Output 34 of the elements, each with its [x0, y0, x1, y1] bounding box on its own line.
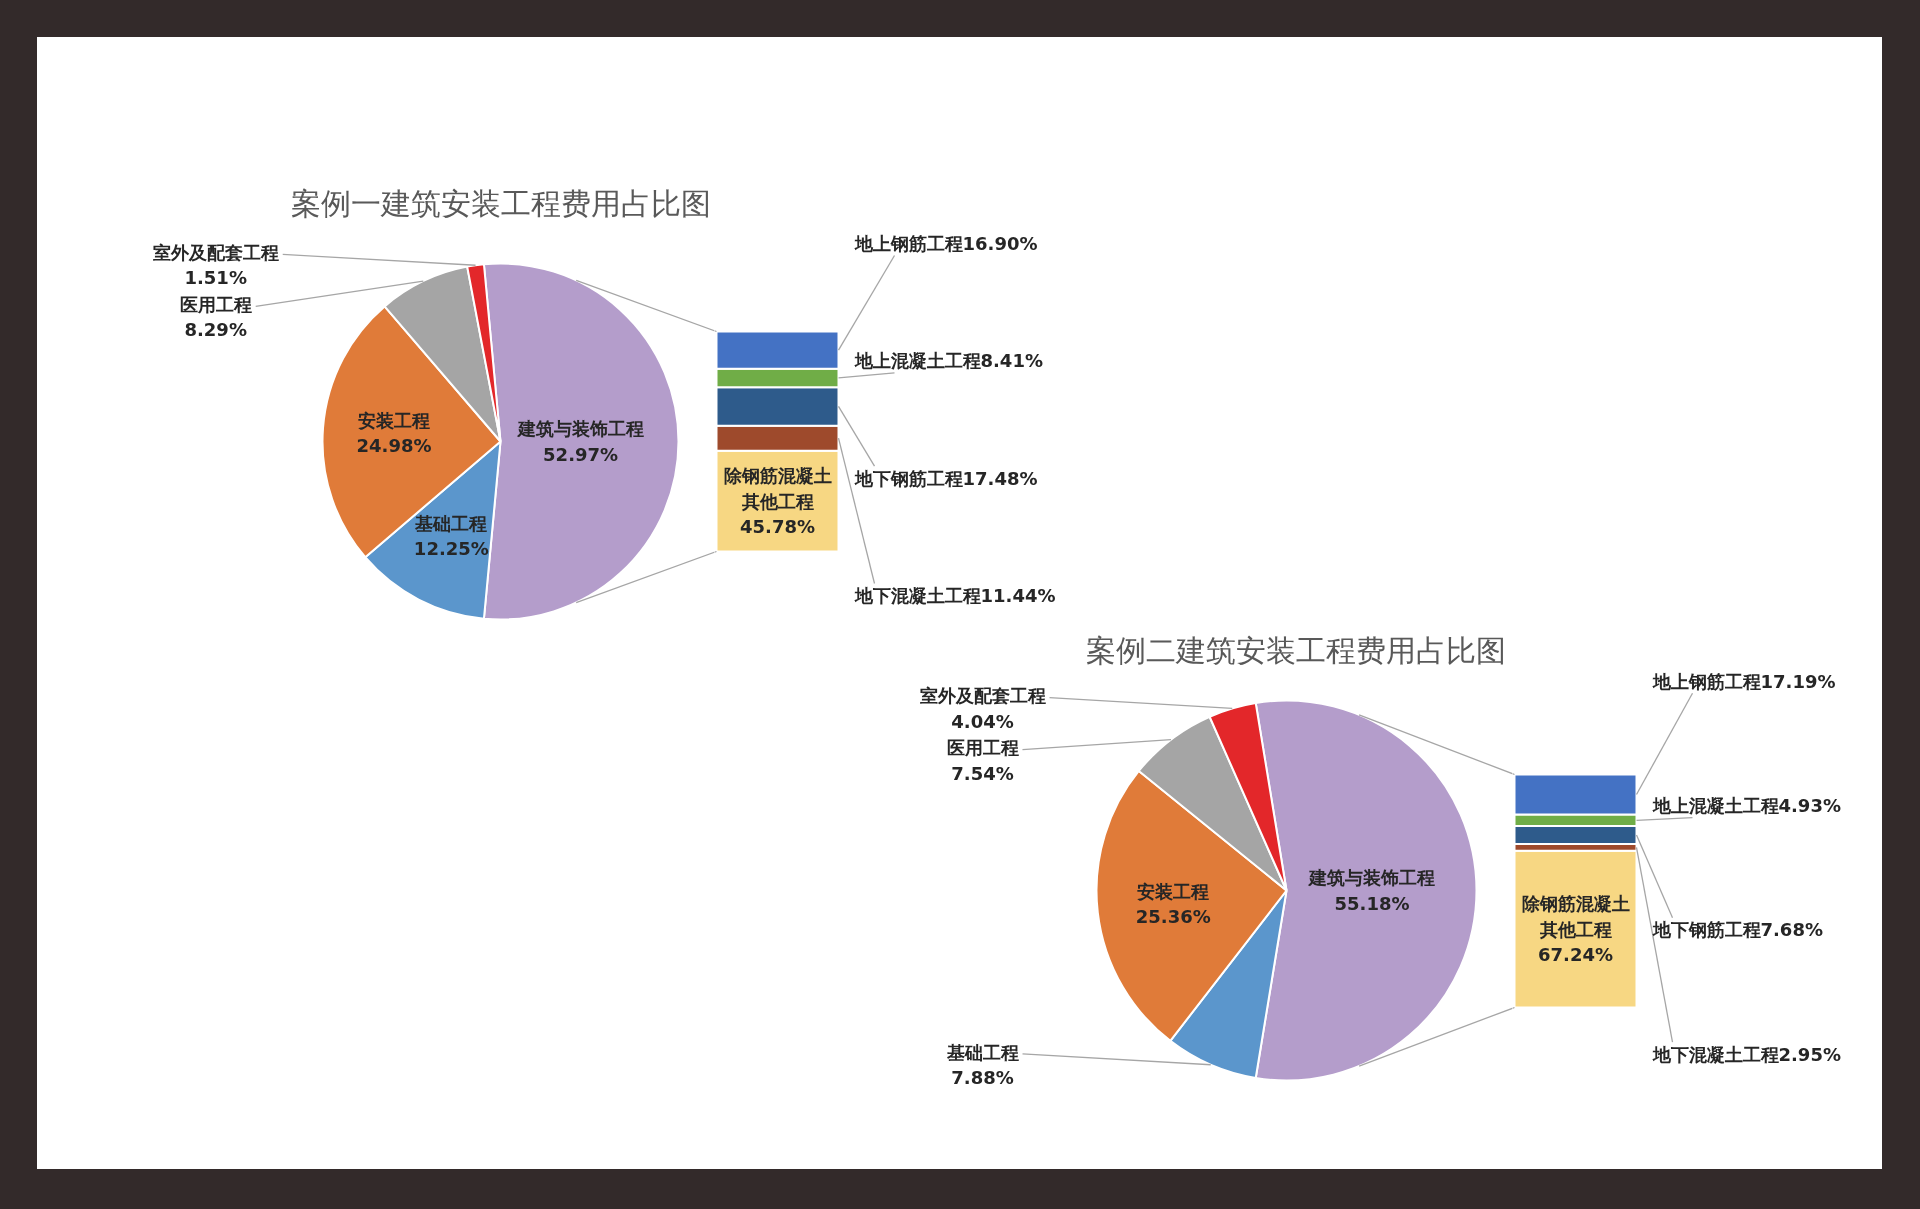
- data-label: 25.36%: [1135, 905, 1211, 927]
- text: 地上混凝土工程8.41%: [854, 350, 1043, 372]
- text: 地上钢筋工程16.90%: [854, 233, 1038, 254]
- data-label: 55.18%: [1334, 892, 1410, 914]
- data-label: 7.88%: [951, 1066, 1014, 1088]
- chart-title: 案例二建筑安装工程费用占比图: [1085, 632, 1506, 668]
- text: 地下混凝土工程2.95%: [1652, 1043, 1841, 1065]
- slice-label: 安装工程: [1137, 880, 1210, 902]
- chart-title: 案例一建筑安装工程费用占比图: [290, 185, 711, 221]
- slice-label: 医用工程: [179, 294, 252, 316]
- slice-label: 建筑与装饰工程: [515, 418, 644, 440]
- slice-label: 室外及配套工程: [919, 685, 1046, 707]
- series-label: 除钢筋混凝土其他工程: [723, 465, 832, 512]
- data-label: 52.97%: [543, 443, 619, 465]
- slice-label: 医用工程: [946, 737, 1019, 759]
- slice-label: 基础工程: [945, 1041, 1019, 1063]
- text: 地上混凝土工程4.93%: [1652, 795, 1841, 817]
- data-label: 7.54%: [951, 762, 1014, 784]
- slice-label: 安装工程: [358, 410, 431, 432]
- slice-label: 建筑与装饰工程: [1307, 867, 1435, 889]
- text: 地下钢筋工程7.68%: [1652, 919, 1823, 941]
- data-label: 4.04%: [951, 710, 1014, 732]
- text: 地下混凝土工程11.44%: [854, 585, 1056, 606]
- data-label: 12.25%: [413, 538, 489, 560]
- data-label: 8.29%: [184, 319, 247, 341]
- data-label: 24.98%: [356, 435, 432, 457]
- data-label: 1.51%: [184, 267, 247, 289]
- text: 地下钢筋工程17.48%: [854, 467, 1038, 489]
- text: 地上钢筋工程17.19%: [1652, 670, 1836, 692]
- data-label: 45.78%: [740, 515, 815, 537]
- series-label: 除钢筋混凝土其他工程: [1521, 893, 1630, 940]
- slice-label: 基础工程: [414, 513, 488, 535]
- data-label: 67.24%: [1538, 943, 1613, 965]
- slice-label: 室外及配套工程: [152, 242, 279, 264]
